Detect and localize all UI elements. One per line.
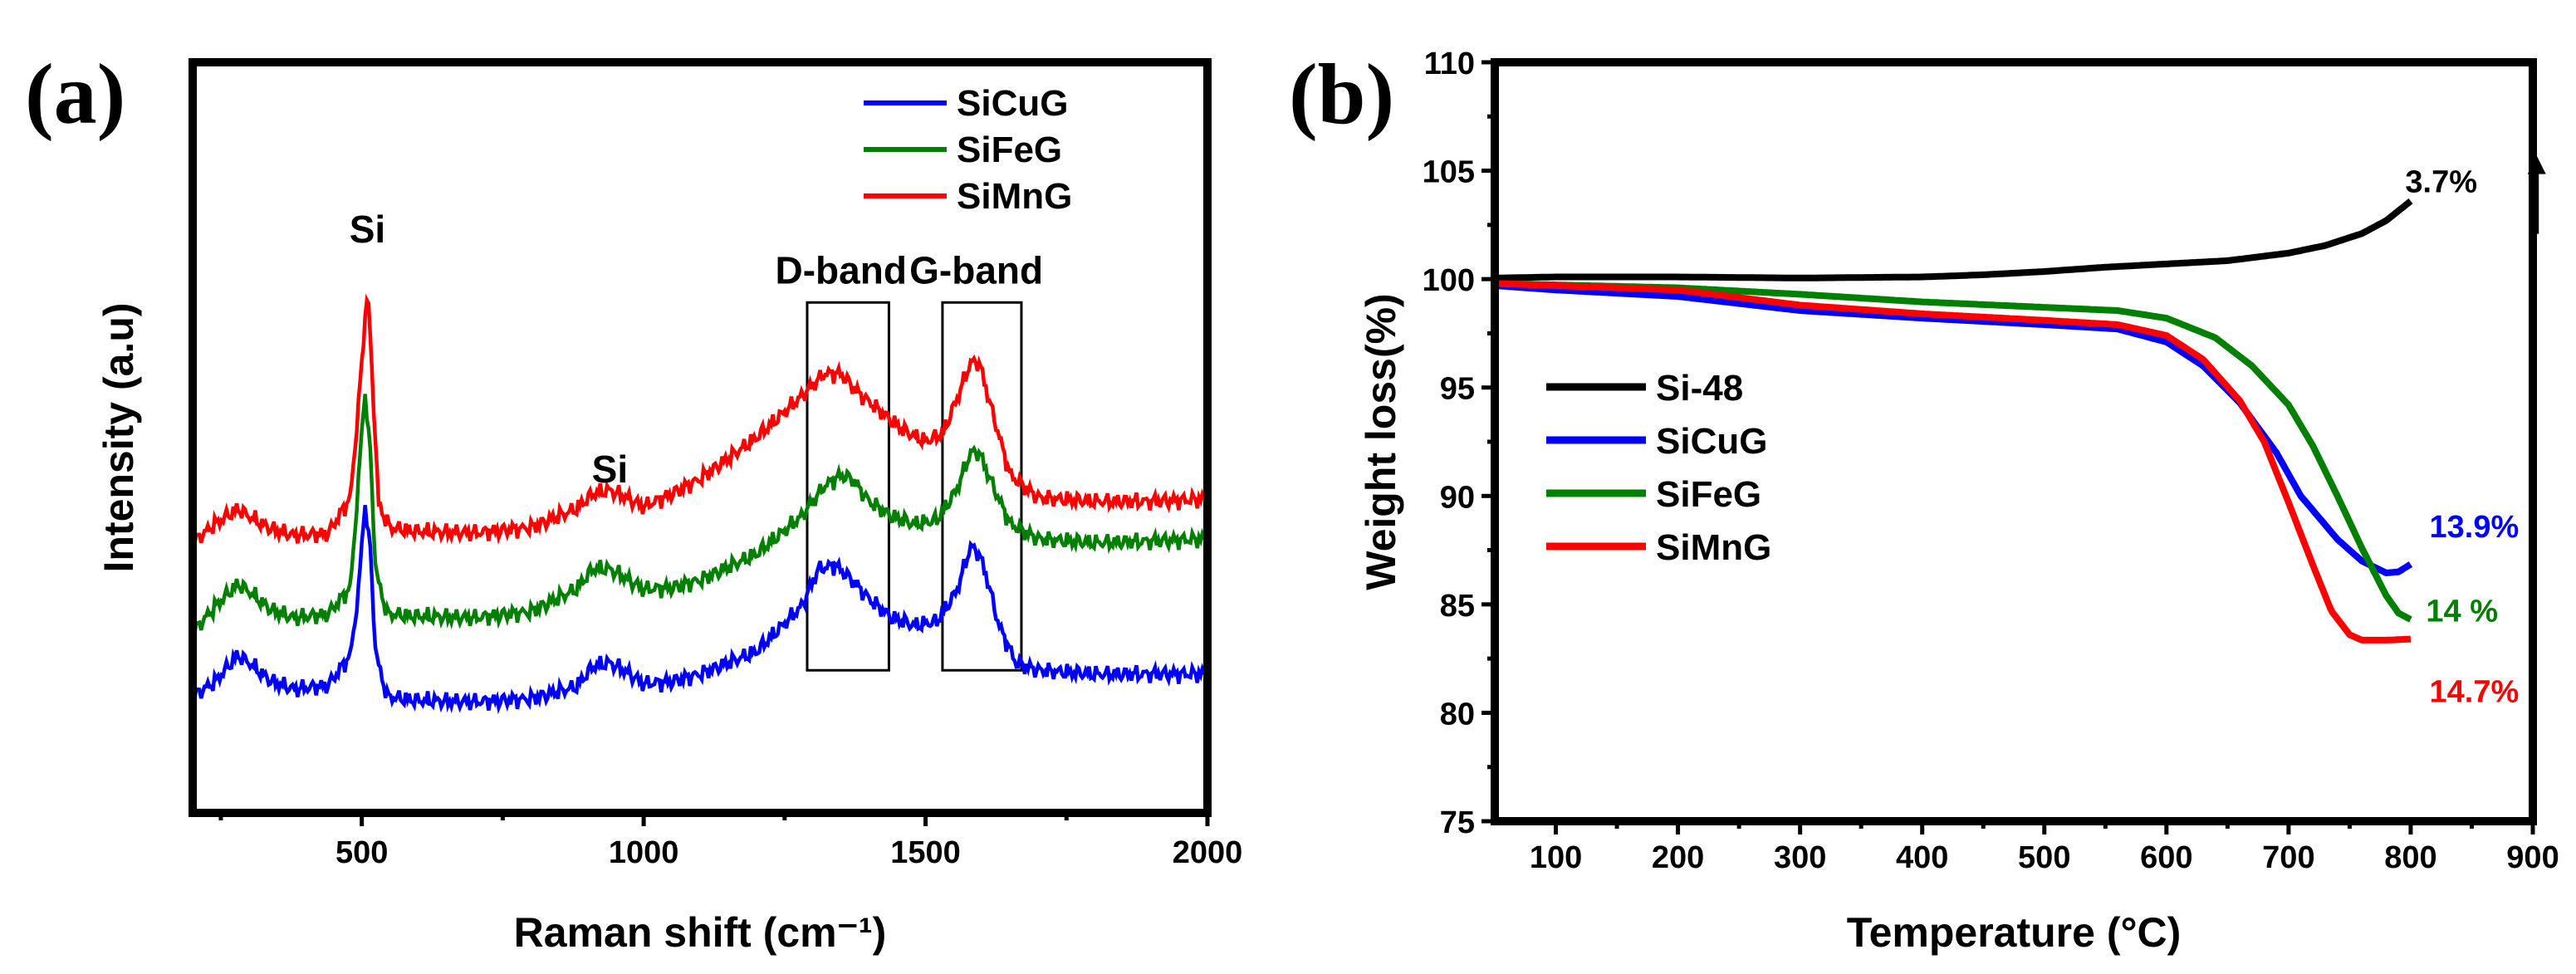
legend-label-si-48: Si-48	[1656, 368, 1743, 409]
arrow-head-icon	[2527, 155, 2546, 174]
legend-label-sicug: SiCuG	[1656, 421, 1767, 462]
x-tick-label-b-100: 100	[1530, 840, 1582, 875]
y-ticks-b: 75 80 85 90 95 100 105 110	[1423, 46, 1495, 840]
annotation-13-9: 13.9%	[2430, 510, 2520, 545]
legend-label-sicug: SiCuG	[957, 83, 1068, 124]
y-tick-label-b-105: 105	[1423, 155, 1475, 190]
legend-a: SiCuG SiFeG SiMnG	[864, 83, 1072, 217]
x-tick-label-b-900: 900	[2506, 840, 2559, 875]
series-line-simng	[1493, 280, 2412, 644]
series-line-sifeg	[190, 394, 1210, 638]
annotation-g-band: G-band	[909, 249, 1043, 292]
y-tick-label-b-85: 85	[1440, 589, 1475, 624]
annotation-d-band: D-band	[776, 249, 907, 292]
panel-b-tga-chart: (b) 100 200 300 400 500 600 700 800 900 75 80 85 90…	[1289, 46, 2559, 956]
legend-label-sifeg: SiFeG	[957, 130, 1062, 170]
panel-a-raman-chart: (a) 500 1000 1500 2000 Raman shift (cm⁻¹) I…	[25, 46, 1242, 956]
x-tick-label-b-500: 500	[2018, 840, 2070, 875]
box-d-band	[806, 301, 890, 672]
annotation-si: Si	[592, 448, 628, 491]
x-tick-label-b-700: 700	[2262, 840, 2314, 875]
plot-frame-a	[189, 58, 1212, 817]
legend-label-simng: SiMnG	[1656, 527, 1771, 568]
y-tick-label-b-80: 80	[1440, 697, 1475, 732]
y-tick-label-b-75: 75	[1440, 805, 1475, 840]
x-tick-label-b-600: 600	[2140, 840, 2192, 875]
x-tick-label-b-300: 300	[1774, 840, 1826, 875]
series-line-sicug	[1493, 282, 2413, 576]
panel-b-label: (b)	[1289, 46, 1394, 142]
x-tick-label-a-2000: 2000	[1173, 835, 1243, 870]
annotation-14: 14 %	[2426, 595, 2498, 629]
annotation-14-7: 14.7%	[2430, 674, 2520, 709]
y-axis-title-b: Weight loss(%)	[1358, 293, 1404, 590]
y-tick-label-b-100: 100	[1423, 263, 1475, 298]
annotations-a: Si Si D-band G-band	[350, 208, 1043, 491]
y-tick-label-b-95: 95	[1440, 372, 1475, 407]
annotation-si: Si	[350, 208, 385, 251]
y-tick-label-b-90: 90	[1440, 480, 1475, 515]
x-tick-label-a-1000: 1000	[609, 835, 679, 870]
series-line-simng	[190, 293, 1210, 548]
raman-series	[190, 293, 1210, 715]
box-g-band	[941, 301, 1023, 672]
tga-series	[1493, 198, 2413, 644]
x-axis-title-a: Raman shift (cm⁻¹)	[514, 909, 887, 956]
band-boxes	[806, 301, 1023, 672]
x-ticks-a: 500 1000 1500 2000	[218, 813, 1243, 870]
plot-frame-b	[1491, 58, 2537, 825]
x-tick-label-b-200: 200	[1652, 840, 1704, 875]
annotation-3-7: 3.7%	[2405, 165, 2477, 200]
x-ticks-b: 100 200 300 400 500 600 700 800 900	[1530, 821, 2559, 875]
y-axis-title-a: Intensity (a.u)	[95, 302, 142, 572]
panel-a-label: (a)	[25, 46, 125, 142]
series-line-sicug	[190, 505, 1210, 715]
legend-b: Si-48 SiCuG SiFeG SiMnG	[1546, 368, 1771, 568]
x-tick-label-a-500: 500	[335, 835, 388, 870]
x-tick-label-a-1500: 1500	[890, 835, 961, 870]
x-tick-label-b-400: 400	[1896, 840, 1948, 875]
y-tick-label-b-110: 110	[1424, 46, 1475, 81]
annotations-b: 3.7% 13.9% 14 % 14.7%	[2405, 155, 2546, 709]
x-axis-title-b: Temperature (°C)	[1847, 909, 2181, 956]
series-line-si-48	[1493, 198, 2413, 281]
x-tick-label-b-800: 800	[2384, 840, 2436, 875]
legend-label-sifeg: SiFeG	[1656, 474, 1761, 515]
legend-label-simng: SiMnG	[957, 176, 1072, 217]
